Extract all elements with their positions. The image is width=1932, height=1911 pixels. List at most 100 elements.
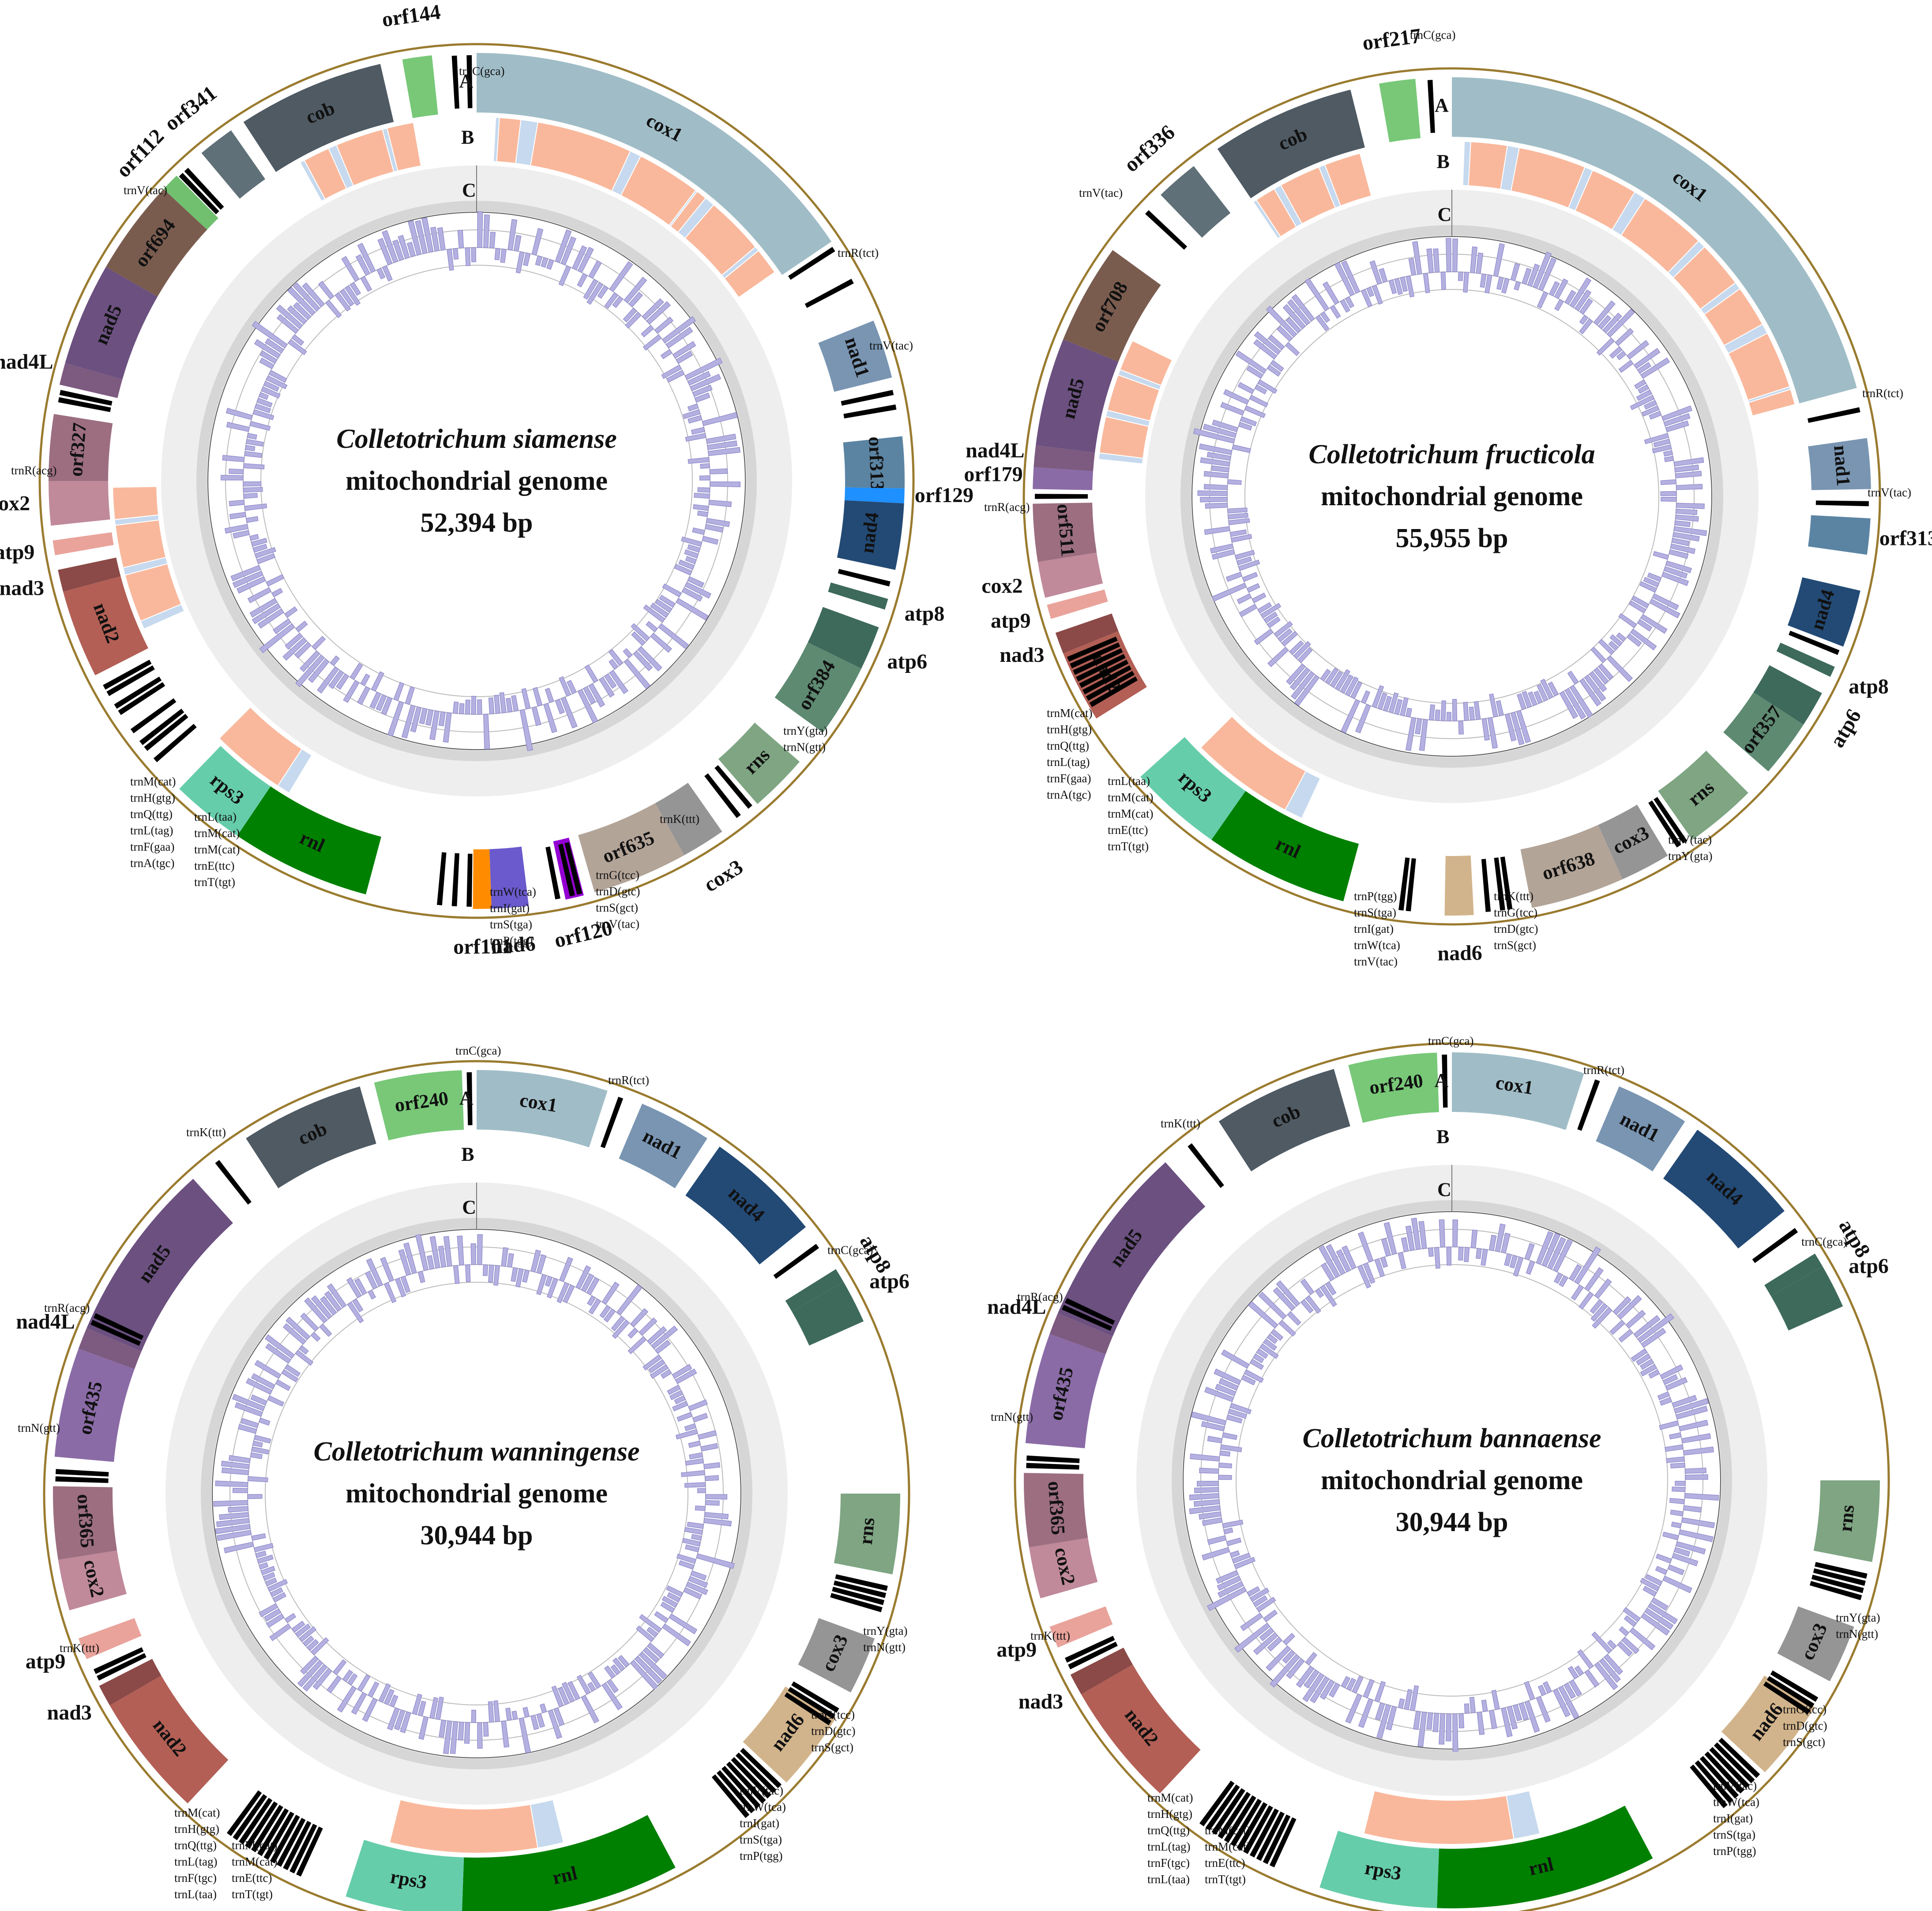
gc-bar bbox=[1363, 1262, 1376, 1284]
gc-bar bbox=[1270, 360, 1284, 372]
gc-bar bbox=[531, 706, 541, 726]
trna-tick bbox=[1654, 797, 1688, 844]
gc-bar bbox=[1564, 290, 1576, 305]
gc-bar bbox=[696, 1553, 735, 1569]
gc-bar bbox=[1672, 1395, 1697, 1408]
gc-bar bbox=[692, 384, 713, 397]
gc-bar bbox=[1334, 669, 1350, 691]
gc-bar bbox=[477, 211, 483, 248]
gc-bar bbox=[284, 1613, 297, 1623]
gc-bar bbox=[1452, 1713, 1458, 1752]
gc-bar bbox=[1547, 1237, 1566, 1270]
trna-tick bbox=[788, 1687, 835, 1720]
gc-bar bbox=[251, 1373, 275, 1389]
gc-bar bbox=[661, 364, 682, 379]
gc-bar bbox=[320, 1296, 337, 1316]
trna-tick bbox=[184, 168, 224, 210]
gc-bar bbox=[1590, 646, 1606, 663]
gc-bar bbox=[380, 1257, 395, 1282]
trna-label: trnI(gat) bbox=[1354, 922, 1394, 935]
trna-tick bbox=[263, 1811, 294, 1860]
gc-bar bbox=[699, 475, 710, 481]
gc-bar bbox=[1554, 299, 1564, 311]
gc-bar bbox=[639, 1651, 667, 1679]
gc-bar bbox=[330, 655, 340, 666]
gc-bar bbox=[244, 503, 267, 511]
gc-bar bbox=[1244, 405, 1266, 418]
gc-bar bbox=[1401, 1237, 1409, 1252]
gene-arc-rnl bbox=[462, 1815, 676, 1911]
gene-arc-rnl bbox=[237, 786, 381, 894]
gc-bar bbox=[382, 230, 398, 263]
trna-tick bbox=[270, 1814, 300, 1864]
gc-bar bbox=[1609, 1320, 1625, 1335]
gc-bar bbox=[1618, 360, 1634, 373]
trna-tick bbox=[130, 698, 177, 733]
gc-bar bbox=[302, 282, 325, 308]
gc-bar bbox=[1325, 1281, 1337, 1295]
gc-bar bbox=[1643, 400, 1658, 410]
gc-bar bbox=[548, 1709, 563, 1739]
gc-bar bbox=[1463, 702, 1469, 721]
gc-bar bbox=[1507, 1705, 1518, 1730]
gc-bar bbox=[690, 1570, 707, 1581]
gc-bar bbox=[1619, 1626, 1629, 1637]
gc-bar bbox=[677, 1412, 693, 1422]
outer-ring bbox=[1014, 1042, 1890, 1911]
gc-bar bbox=[587, 1682, 596, 1692]
gc-bar bbox=[1293, 641, 1311, 659]
gc-bar bbox=[295, 620, 308, 632]
gc-bar bbox=[421, 217, 434, 253]
gene-arc-nad6 bbox=[1444, 855, 1474, 916]
gene-arc-nad5 bbox=[1058, 1162, 1206, 1337]
gc-bar bbox=[1458, 1713, 1465, 1728]
gc-bar bbox=[284, 1364, 301, 1377]
trna-tick bbox=[251, 1805, 283, 1852]
gene-label-orf365: orf365 bbox=[1044, 1480, 1069, 1536]
trna-label: trnT(tgt) bbox=[194, 875, 235, 889]
trna-label: trnN(gtt) bbox=[863, 1641, 906, 1654]
gc-bar bbox=[326, 1675, 342, 1693]
trna-label: trnD(gtc) bbox=[1494, 922, 1538, 935]
ring-label-A: A bbox=[459, 1087, 474, 1109]
gc-bar bbox=[247, 433, 257, 440]
trna-label: trnY(gta) bbox=[1836, 1611, 1880, 1624]
gc-bar bbox=[257, 1554, 274, 1564]
gene-arc-orf336 bbox=[1161, 166, 1231, 238]
gc-bar bbox=[707, 440, 737, 450]
gc-bar bbox=[546, 259, 554, 270]
gc-bar bbox=[1567, 671, 1579, 685]
gc-bar bbox=[1266, 1645, 1291, 1671]
trna-tick bbox=[784, 1692, 832, 1726]
gc-bar bbox=[243, 481, 262, 487]
trna-tick bbox=[1813, 1568, 1866, 1586]
trna-tick bbox=[226, 1790, 262, 1836]
genome-map-bannaense: cox1nad1nad4atp8atp6rnscox3nad6rnlrps3na… bbox=[987, 1042, 1890, 1911]
gc-bar bbox=[1574, 1246, 1601, 1285]
gc-bar bbox=[1633, 348, 1661, 369]
gc-bar bbox=[1625, 1310, 1646, 1329]
gene-arc-rps3 bbox=[179, 746, 271, 836]
gc-bar bbox=[1665, 1377, 1688, 1391]
trna-tick bbox=[1205, 1784, 1240, 1831]
gc-bar bbox=[545, 1276, 553, 1287]
gc-bar bbox=[691, 427, 705, 435]
gc-bar bbox=[687, 371, 711, 386]
gc-bar bbox=[1504, 713, 1517, 742]
gc-bar bbox=[1345, 1693, 1362, 1724]
gc-bar bbox=[270, 1587, 283, 1597]
trna-label: trnS(tga) bbox=[1354, 906, 1396, 919]
gc-bar bbox=[704, 1512, 729, 1520]
gc-bar bbox=[339, 289, 354, 307]
gc-bar bbox=[643, 1354, 662, 1370]
gc-bar bbox=[1493, 243, 1505, 277]
gc-bar bbox=[357, 686, 371, 705]
gc-bar bbox=[298, 1626, 317, 1642]
gc-bar bbox=[643, 604, 665, 623]
gc-bar bbox=[1228, 518, 1250, 526]
gene-arc-rps3 bbox=[1319, 1831, 1439, 1908]
gc-bar bbox=[464, 1722, 470, 1744]
gc-bar bbox=[1199, 443, 1233, 455]
gc-bar bbox=[291, 1621, 305, 1633]
intron-exon-block bbox=[218, 706, 303, 787]
